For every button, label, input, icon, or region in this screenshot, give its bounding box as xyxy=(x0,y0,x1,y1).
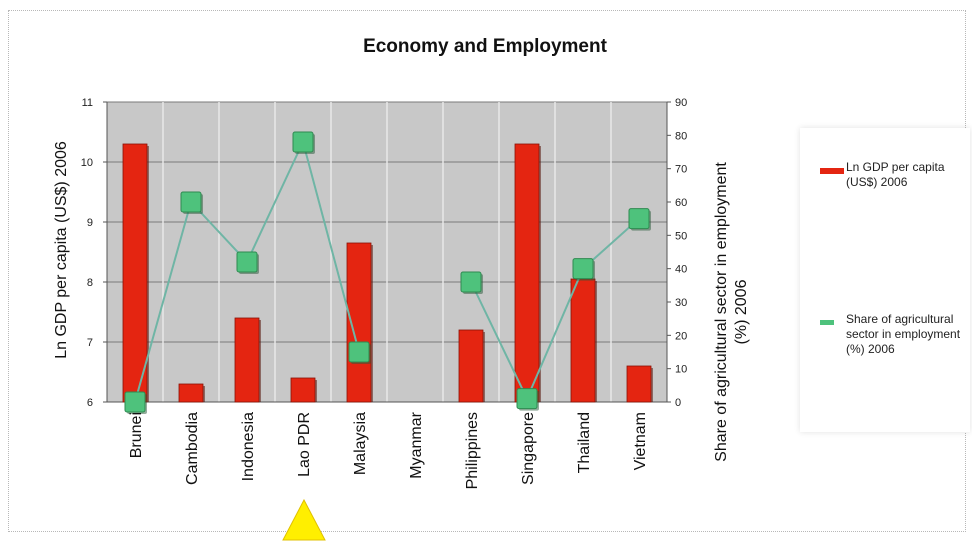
x-tick-label: Cambodia xyxy=(184,412,201,485)
x-tick-label: Philippines xyxy=(464,412,481,489)
y2-tick-label: 60 xyxy=(675,197,687,209)
point-marker xyxy=(292,131,314,153)
y2-tick-label: 20 xyxy=(675,330,687,342)
bar xyxy=(290,377,316,403)
x-tick-label: Brunei xyxy=(128,412,145,458)
series-line-segment xyxy=(302,141,360,353)
series-line-segment xyxy=(246,141,304,263)
y2-tick-label: 50 xyxy=(675,230,687,242)
bar xyxy=(626,365,652,403)
point-marker xyxy=(628,208,650,230)
y-tick-label: 9 xyxy=(87,217,93,229)
point-marker xyxy=(460,271,482,293)
chart-title: Economy and Employment xyxy=(363,36,608,57)
bar xyxy=(458,329,484,403)
series-line-segment xyxy=(134,201,192,403)
y2-tick-label: 90 xyxy=(675,97,687,109)
y-tick-label: 10 xyxy=(81,157,93,169)
legend: Ln GDP per capita (US$) 2006 Share of ag… xyxy=(800,128,970,432)
x-tick-label: Vietnam xyxy=(632,412,649,470)
point-marker xyxy=(124,391,146,413)
y2-tick-label: 80 xyxy=(675,130,687,142)
plot-area: 6 7 8 9 10 11 0 10 20 30 40 50 60 70 80 90 Brunei Cambodi… xyxy=(81,97,688,489)
legend-swatch-line xyxy=(820,320,834,325)
y2-tick-label: 30 xyxy=(675,297,687,309)
point-marker xyxy=(572,258,594,280)
bar xyxy=(122,143,148,403)
y-tick-label: 8 xyxy=(87,277,93,289)
bar xyxy=(570,278,596,403)
y-tick-label: 7 xyxy=(87,337,93,349)
y2-tick-label: 10 xyxy=(675,364,687,376)
x-tick-label: Thailand xyxy=(576,412,593,473)
y2-tick-label: 40 xyxy=(675,264,687,276)
point-marker xyxy=(180,191,202,213)
bar xyxy=(178,383,204,403)
cursor-pointer-triangle xyxy=(282,498,326,541)
x-tick-label: Indonesia xyxy=(240,412,257,481)
legend-label-gdp: Ln GDP per capita (US$) 2006 xyxy=(846,160,945,189)
x-tick-label: Malaysia xyxy=(352,412,369,475)
series-line-segment xyxy=(526,268,584,400)
y-tick-label: 6 xyxy=(87,397,93,409)
point-marker xyxy=(516,388,538,410)
y2-axis-label-line1: Share of agricultural sector in employme… xyxy=(713,162,730,462)
bar xyxy=(514,143,540,403)
x-tick-label: Myanmar xyxy=(408,411,425,478)
series-line-segment xyxy=(470,281,528,400)
bar xyxy=(234,317,260,403)
y-axis-label: Ln GDP per capita (US$) 2006 xyxy=(53,141,70,359)
x-tick-label: Singapore xyxy=(520,412,537,485)
y2-tick-label: 70 xyxy=(675,164,687,176)
y2-axis-label-line2: (%) 2006 xyxy=(733,279,750,344)
y2-tick-label: 0 xyxy=(675,397,681,409)
legend-label-agriculture: Share of agricultural sector in employme… xyxy=(846,312,961,356)
point-marker xyxy=(348,341,370,363)
legend-swatch-bar xyxy=(820,168,844,174)
y-tick-label: 11 xyxy=(82,97,93,109)
x-tick-label: Lao PDR xyxy=(296,412,313,477)
point-marker xyxy=(236,251,258,273)
